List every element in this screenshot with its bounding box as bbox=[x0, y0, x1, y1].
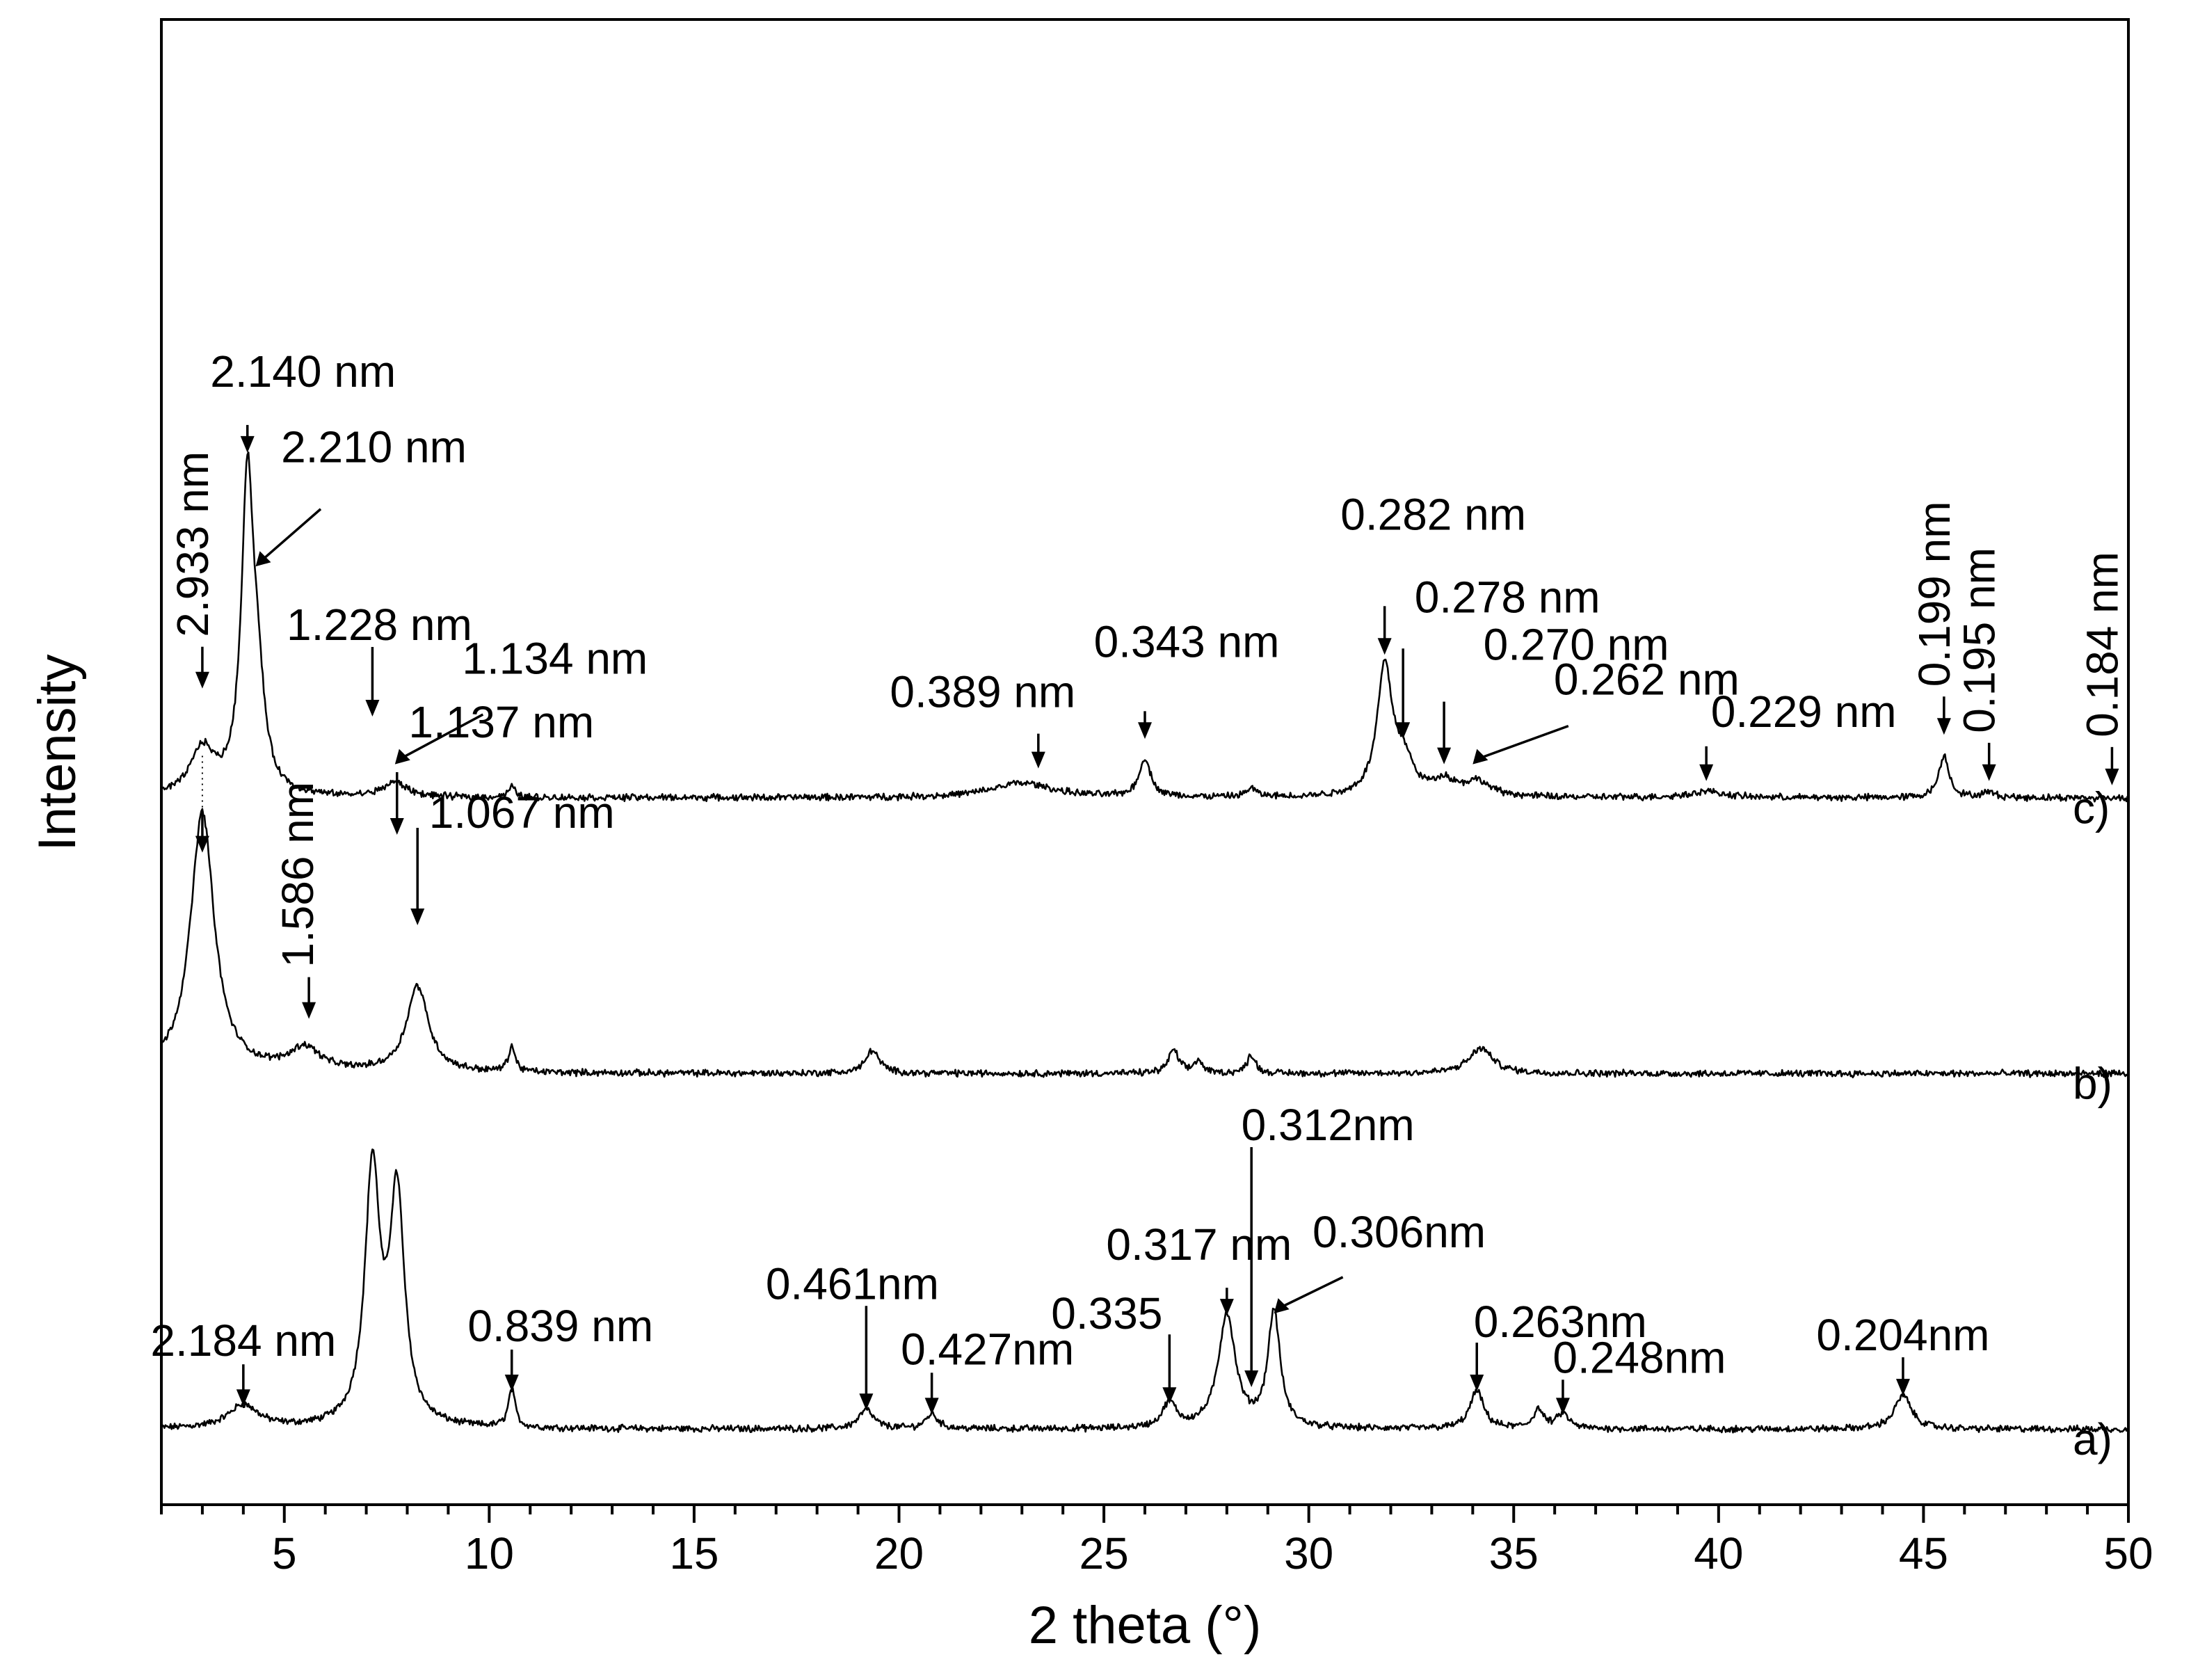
peak-label-0-335-arrow-head bbox=[1162, 1387, 1177, 1405]
peak-label-0-262-nm-arrow-line bbox=[1477, 724, 1569, 760]
series-label-a: a) bbox=[2073, 1414, 2112, 1464]
x-tick-label: 20 bbox=[874, 1528, 924, 1578]
peak-label-0-199-nm-arrow-head bbox=[1936, 718, 1951, 735]
peak-label-0-306nm: 0.306nm bbox=[1313, 1207, 1486, 1257]
peak-label-0-282-nm-arrow-head bbox=[1377, 638, 1392, 655]
peak-label-0-204nm: 0.204nm bbox=[1816, 1310, 1989, 1360]
peak-label-0-335: 0.335 bbox=[1051, 1288, 1162, 1338]
peak-label-0-195-nm-arrow-head bbox=[1982, 764, 1996, 781]
peak-label-0-282-nm: 0.282 nm bbox=[1340, 489, 1526, 539]
peak-label-1-134-nm-arrow-head bbox=[394, 749, 410, 765]
peak-label-0-317-nm-arrow-head bbox=[1219, 1299, 1234, 1316]
peak-label-0-312nm: 0.312nm bbox=[1242, 1100, 1415, 1150]
peak-label-0-199-nm: 0.199 nm bbox=[1909, 501, 1959, 687]
peak-label-2-933-nm-arrow-head bbox=[195, 671, 209, 689]
peak-label-1-137-nm-arrow-head bbox=[390, 818, 404, 835]
peak-label-0-270-nm-arrow-head bbox=[1437, 747, 1452, 765]
peak-label-1-134-nm: 1.134 nm bbox=[462, 634, 648, 684]
x-tick-label: 50 bbox=[2103, 1528, 2153, 1578]
series-labels: a) b) c) bbox=[2073, 783, 2112, 1464]
peak-label-0-839-nm-arrow-head bbox=[504, 1375, 519, 1392]
y-axis-title: Intensity bbox=[28, 654, 87, 851]
peak-label-1-067-nm-arrow-head bbox=[410, 909, 425, 925]
peak-label-2-184-nm: 2.184 nm bbox=[150, 1315, 336, 1366]
peak-label-0-312nm-arrow-head bbox=[1244, 1370, 1259, 1387]
peak-label-0-195-nm: 0.195 nm bbox=[1955, 547, 2005, 733]
peak-label-1-586-nm: 1.586 nm bbox=[273, 782, 323, 968]
peak-label-0-229-nm: 0.229 nm bbox=[1711, 687, 1897, 737]
peak-label-1-067-nm: 1.067 nm bbox=[429, 787, 615, 838]
series-label-b: b) bbox=[2073, 1059, 2112, 1109]
peak-label-1-134-nm-arrow-line bbox=[399, 713, 484, 760]
peak-label-0-389-nm: 0.389 nm bbox=[890, 667, 1075, 717]
peak-label-0-317-nm: 0.317 nm bbox=[1106, 1219, 1292, 1270]
peak-label-2-933-b-arrow-head bbox=[195, 835, 209, 853]
peak-label-1-586-nm-arrow-head bbox=[302, 1002, 316, 1019]
peak-label-0-839-nm: 0.839 nm bbox=[467, 1301, 653, 1351]
peak-label-0-389-nm-arrow-head bbox=[1031, 751, 1045, 769]
peak-label-0-184-nm: 0.184 nm bbox=[2077, 552, 2127, 737]
x-tick-label: 35 bbox=[1489, 1528, 1539, 1578]
peak-label-0-270-nm: 0.270 nm bbox=[1484, 620, 1669, 670]
peak-label-0-427nm-arrow-head bbox=[924, 1398, 939, 1415]
peak-label-0-248nm-arrow-head bbox=[1555, 1398, 1570, 1415]
peak-label-2-184-nm-arrow-head bbox=[236, 1389, 250, 1407]
peak-label-0-248nm: 0.248nm bbox=[1552, 1332, 1726, 1382]
peak-label-0-461nm-arrow-head bbox=[859, 1393, 874, 1411]
peak-label-2-210-nm-arrow-head bbox=[255, 551, 271, 567]
peak-label-0-262-nm-arrow-head bbox=[1472, 749, 1488, 765]
x-axis-ticks: 5 10 15 20 25 30 35 40 45 50 bbox=[160, 1505, 2153, 1578]
x-tick-label: 40 bbox=[1694, 1528, 1743, 1578]
peak-label-2-210-nm: 2.210 nm bbox=[281, 422, 467, 472]
x-tick-label: 10 bbox=[465, 1528, 514, 1578]
peak-label-1-228-nm: 1.228 nm bbox=[287, 600, 472, 650]
peak-label-0-306nm-arrow-head bbox=[1274, 1298, 1290, 1314]
x-tick-label: 30 bbox=[1284, 1528, 1333, 1578]
peak-label-2-210-nm-arrow-line bbox=[260, 508, 322, 562]
series-curve-a bbox=[160, 1149, 2130, 1434]
series-label-c: c) bbox=[2073, 783, 2110, 833]
peak-label-0-229-nm-arrow-head bbox=[1699, 764, 1714, 781]
x-tick-label: 5 bbox=[272, 1528, 297, 1578]
peak-label-0-262-nm: 0.262 nm bbox=[1554, 655, 1740, 705]
series-curve-b bbox=[160, 808, 2130, 1078]
peak-label-1-137-nm: 1.137 nm bbox=[408, 697, 594, 747]
peak-label-2-933-nm: 2.933 nm bbox=[168, 451, 218, 637]
x-tick-label: 45 bbox=[1899, 1528, 1948, 1578]
x-tick-label: 15 bbox=[669, 1528, 719, 1578]
peak-label-0-278-nm-arrow-head bbox=[1396, 722, 1411, 739]
peak-label-2-140-nm-arrow-head bbox=[240, 435, 255, 453]
x-axis-title: 2 theta (°) bbox=[1029, 1596, 1262, 1655]
peak-label-0-263nm-arrow-head bbox=[1470, 1375, 1484, 1392]
peak-label-2-140-nm: 2.140 nm bbox=[210, 346, 396, 397]
peak-label-1-228-nm-arrow-head bbox=[365, 700, 380, 717]
peak-label-0-306nm-arrow-line bbox=[1278, 1276, 1344, 1309]
peak-label-0-204nm-arrow-head bbox=[1895, 1379, 1910, 1396]
series-curves bbox=[160, 451, 2130, 1434]
peak-label-0-278-nm: 0.278 nm bbox=[1415, 572, 1600, 622]
peak-label-0-343-nm-arrow-head bbox=[1138, 722, 1152, 739]
peak-label-0-184-nm-arrow-head bbox=[2105, 768, 2119, 785]
x-tick-label: 25 bbox=[1079, 1528, 1128, 1578]
peak-label-0-343-nm: 0.343 nm bbox=[1094, 616, 1280, 666]
peak-label-0-461nm: 0.461nm bbox=[766, 1258, 939, 1309]
peak-label-0-263nm: 0.263nm bbox=[1474, 1297, 1647, 1347]
series-curve-c bbox=[160, 451, 2130, 803]
peak-label-0-427nm: 0.427nm bbox=[901, 1324, 1074, 1374]
